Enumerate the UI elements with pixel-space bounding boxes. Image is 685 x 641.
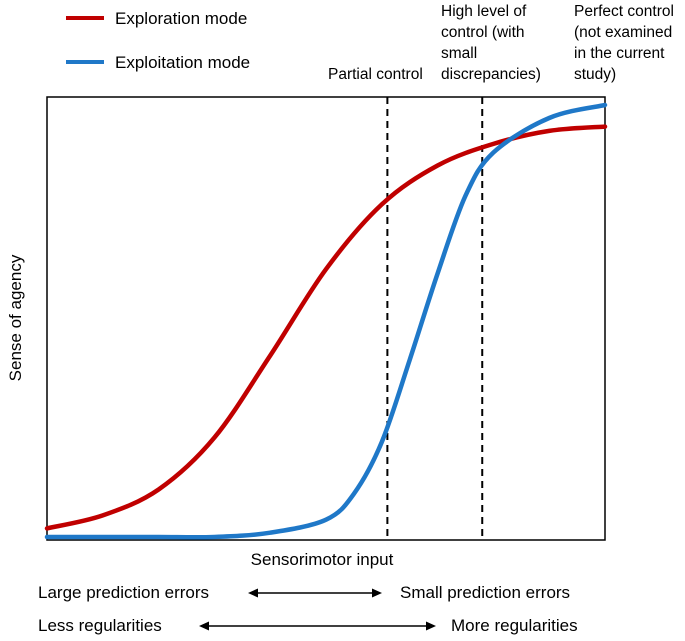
plot-frame	[46, 96, 606, 541]
partial-control-label: Partial control	[328, 66, 423, 83]
high-control-label-line: discrepancies)	[441, 66, 541, 83]
legend-label-exploration: Exploration mode	[115, 9, 247, 28]
prediction-errors-row: Large prediction errors Small prediction…	[38, 583, 570, 602]
legend-label-exploitation: Exploitation mode	[115, 53, 250, 72]
more-regularities-text: More regularities	[451, 616, 578, 635]
perfect-control-note-line: (not examined	[574, 24, 672, 41]
perfect-control-note-line: Perfect control	[574, 3, 674, 20]
small-prediction-errors-text: Small prediction errors	[400, 583, 570, 602]
perfect-control-note-line: in the current	[574, 45, 665, 62]
double-arrow	[199, 621, 436, 631]
large-prediction-errors-text: Large prediction errors	[38, 583, 209, 602]
perfect-control-note: Perfect control (not examined in the cur…	[574, 3, 674, 83]
regularities-row: Less regularities More regularities	[38, 616, 578, 635]
legend: Exploration mode Exploitation mode	[66, 9, 250, 72]
double-arrow	[248, 588, 382, 598]
exploitation-mode-curve	[44, 102, 608, 540]
exploration-mode-curve	[44, 124, 608, 531]
high-control-label-line: small	[441, 45, 477, 62]
x-axis-label: Sensorimotor input	[251, 550, 394, 569]
high-control-label: High level of control (with small discre…	[441, 3, 541, 83]
y-axis-label: Sense of agency	[6, 254, 25, 381]
less-regularities-text: Less regularities	[38, 616, 162, 635]
high-control-label-line: High level of	[441, 3, 527, 20]
high-control-label-line: control (with	[441, 24, 525, 41]
perfect-control-note-line: study)	[574, 66, 616, 83]
